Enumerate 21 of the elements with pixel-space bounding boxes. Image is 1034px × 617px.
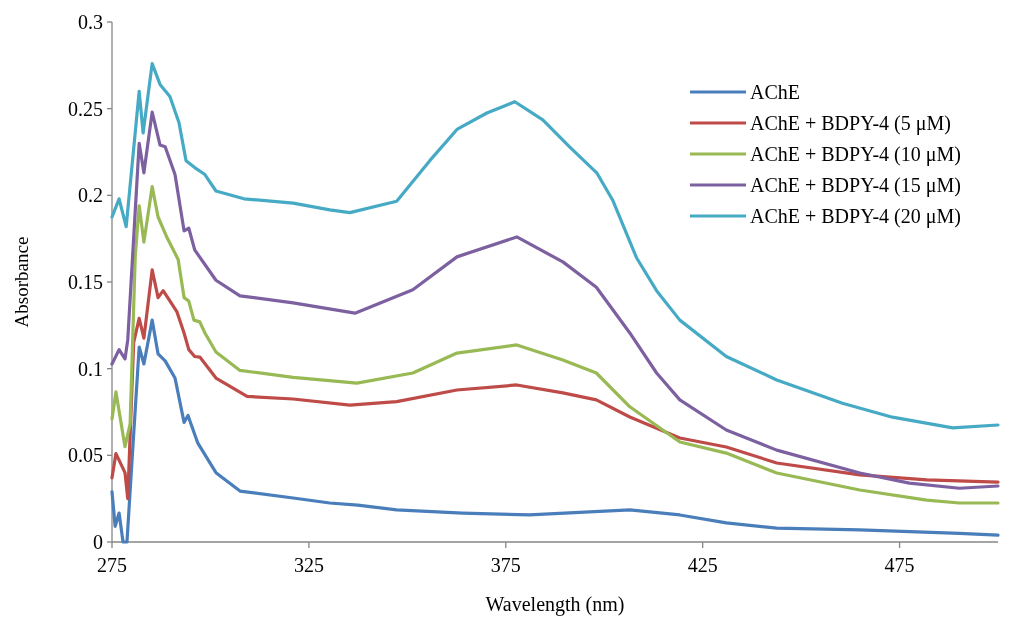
y-axis-title: Absorbance [11, 236, 32, 328]
y-tick-label: 0.25 [68, 97, 103, 120]
line-series [110, 110, 1000, 490]
legend-label: AChE + BDPY-4 (20 μM) [750, 205, 961, 228]
y-tick-label: 0.1 [78, 357, 103, 380]
legend-label: AChE + BDPY-4 (5 μM) [750, 112, 951, 135]
legend-label: AChE + BDPY-4 (10 μM) [750, 143, 961, 166]
y-tick-label: 0.05 [68, 444, 103, 467]
line-series [110, 62, 1000, 430]
y-tick-label: 0.15 [68, 271, 103, 293]
x-axis-title: Wavelength (nm) [485, 593, 625, 616]
y-tick-label: 0.2 [78, 184, 103, 207]
y-tick-label: 0.3 [78, 11, 103, 33]
legend-label: AChE [750, 81, 800, 103]
x-tick-label: 475 [884, 554, 915, 576]
x-tick-label: 425 [687, 554, 718, 576]
legend-label: AChE + BDPY-4 (15 μM) [750, 174, 961, 197]
x-tick-label: 325 [293, 554, 324, 576]
x-tick-label: 275 [97, 554, 127, 576]
y-tick-label: 0 [93, 531, 103, 553]
x-tick-label: 375 [490, 554, 521, 576]
